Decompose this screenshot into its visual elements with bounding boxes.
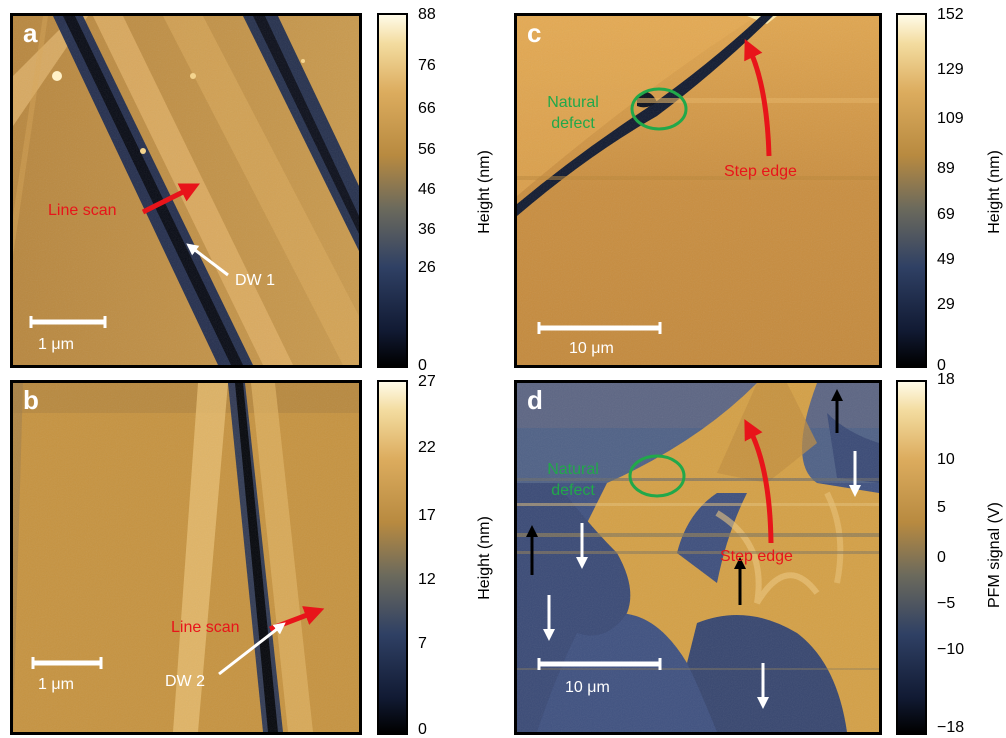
colorbar-d-tick: −10 xyxy=(937,641,965,658)
colorbar-c-tick: 49 xyxy=(937,251,955,268)
defect-circle-d xyxy=(628,454,686,498)
dw2-arrow xyxy=(218,622,286,676)
colorbar-d-tick: 0 xyxy=(937,549,946,566)
colorbar-a-tick: 56 xyxy=(418,141,436,158)
panel-c-label: c xyxy=(527,18,542,48)
dw2-label: DW 2 xyxy=(165,673,205,690)
step-edge-arrow-c xyxy=(744,38,772,157)
colorbar-b-title: Height (nm) xyxy=(476,516,493,600)
colorbar-c-tick: 89 xyxy=(937,160,955,177)
colorbar-d xyxy=(896,380,927,735)
colorbar-d-tick: 18 xyxy=(937,371,955,388)
colorbar-a-tick: 88 xyxy=(418,6,436,23)
panel-d-arrows xyxy=(526,389,861,709)
colorbar-c-tick: 109 xyxy=(937,110,964,127)
step-edge-label-c: Step edge xyxy=(724,163,797,180)
colorbar-c-tick: 29 xyxy=(937,296,955,313)
colorbar-a-tick: 36 xyxy=(418,221,436,238)
panel-d-image: d Natural defect Step edge 10 μm xyxy=(514,380,882,735)
scale-bar-c-text: 10 μm xyxy=(569,340,614,357)
scale-bar-d-text: 10 μm xyxy=(565,679,610,696)
colorbar-d-tick: 5 xyxy=(937,499,946,516)
colorbar-b xyxy=(377,380,408,735)
panel-b-topography xyxy=(13,383,359,732)
colorbar-b-tick: 7 xyxy=(418,635,427,652)
panel-b-image: b Line scan DW 2 1 μm xyxy=(10,380,362,735)
colorbar-d-tick: −5 xyxy=(937,595,956,612)
panel-d-label: d xyxy=(527,385,543,415)
colorbar-c-tick: 152 xyxy=(937,6,964,23)
scale-bar-a-text: 1 μm xyxy=(38,336,74,353)
colorbar-b-tick: 22 xyxy=(418,439,436,456)
panel-b-label: b xyxy=(23,385,39,415)
colorbar-a xyxy=(377,13,408,368)
colorbar-c-title: Height (nm) xyxy=(986,150,1003,234)
colorbar-b-tick: 17 xyxy=(418,507,436,524)
colorbar-d-title: PFM signal (V) xyxy=(986,502,1003,608)
colorbar-b-tick: 12 xyxy=(418,571,436,588)
panel-a-image: a Line scan DW 1 1 μm xyxy=(10,13,362,368)
colorbar-a-tick: 66 xyxy=(418,100,436,117)
panel-a-label: a xyxy=(23,18,38,48)
natural-defect-label-c: Natural defect xyxy=(547,94,599,132)
colorbar-b-tick: 27 xyxy=(418,373,436,390)
colorbar-d-tick: −18 xyxy=(937,719,965,736)
colorbar-a-tick: 76 xyxy=(418,57,436,74)
colorbar-c-tick: 129 xyxy=(937,61,964,78)
step-edge-arrow-d xyxy=(744,419,774,544)
panel-c-arrows xyxy=(537,38,772,334)
colorbar-c-tick: 0 xyxy=(937,357,946,374)
panel-c-image: c Natural defect Step edge 10 μm xyxy=(514,13,882,368)
colorbar-c-tick: 69 xyxy=(937,206,955,223)
dw1-arrow xyxy=(186,243,229,277)
dw1-label: DW 1 xyxy=(235,272,275,289)
colorbar-a-tick: 0 xyxy=(418,357,427,374)
panel-b-arrows xyxy=(31,606,325,676)
colorbar-a-tick: 46 xyxy=(418,181,436,198)
panel-c-topography xyxy=(517,16,879,365)
colorbar-c xyxy=(896,13,927,368)
defect-circle-c xyxy=(630,87,688,131)
colorbar-b-tick: 0 xyxy=(418,721,427,738)
natural-defect-label-d: Natural defect xyxy=(547,461,599,499)
line-scan-label-b: Line scan xyxy=(171,619,240,636)
colorbar-a-tick: 26 xyxy=(418,259,436,276)
panel-a-arrows xyxy=(29,183,229,328)
colorbar-a-title: Height (nm) xyxy=(476,150,493,234)
colorbar-d-tick: 10 xyxy=(937,451,955,468)
line-scan-arrow-b xyxy=(269,606,325,632)
line-scan-arrow-a xyxy=(141,183,200,215)
scale-bar-b-text: 1 μm xyxy=(38,676,74,693)
step-edge-label-d: Step edge xyxy=(720,548,793,565)
line-scan-label-a: Line scan xyxy=(48,202,117,219)
